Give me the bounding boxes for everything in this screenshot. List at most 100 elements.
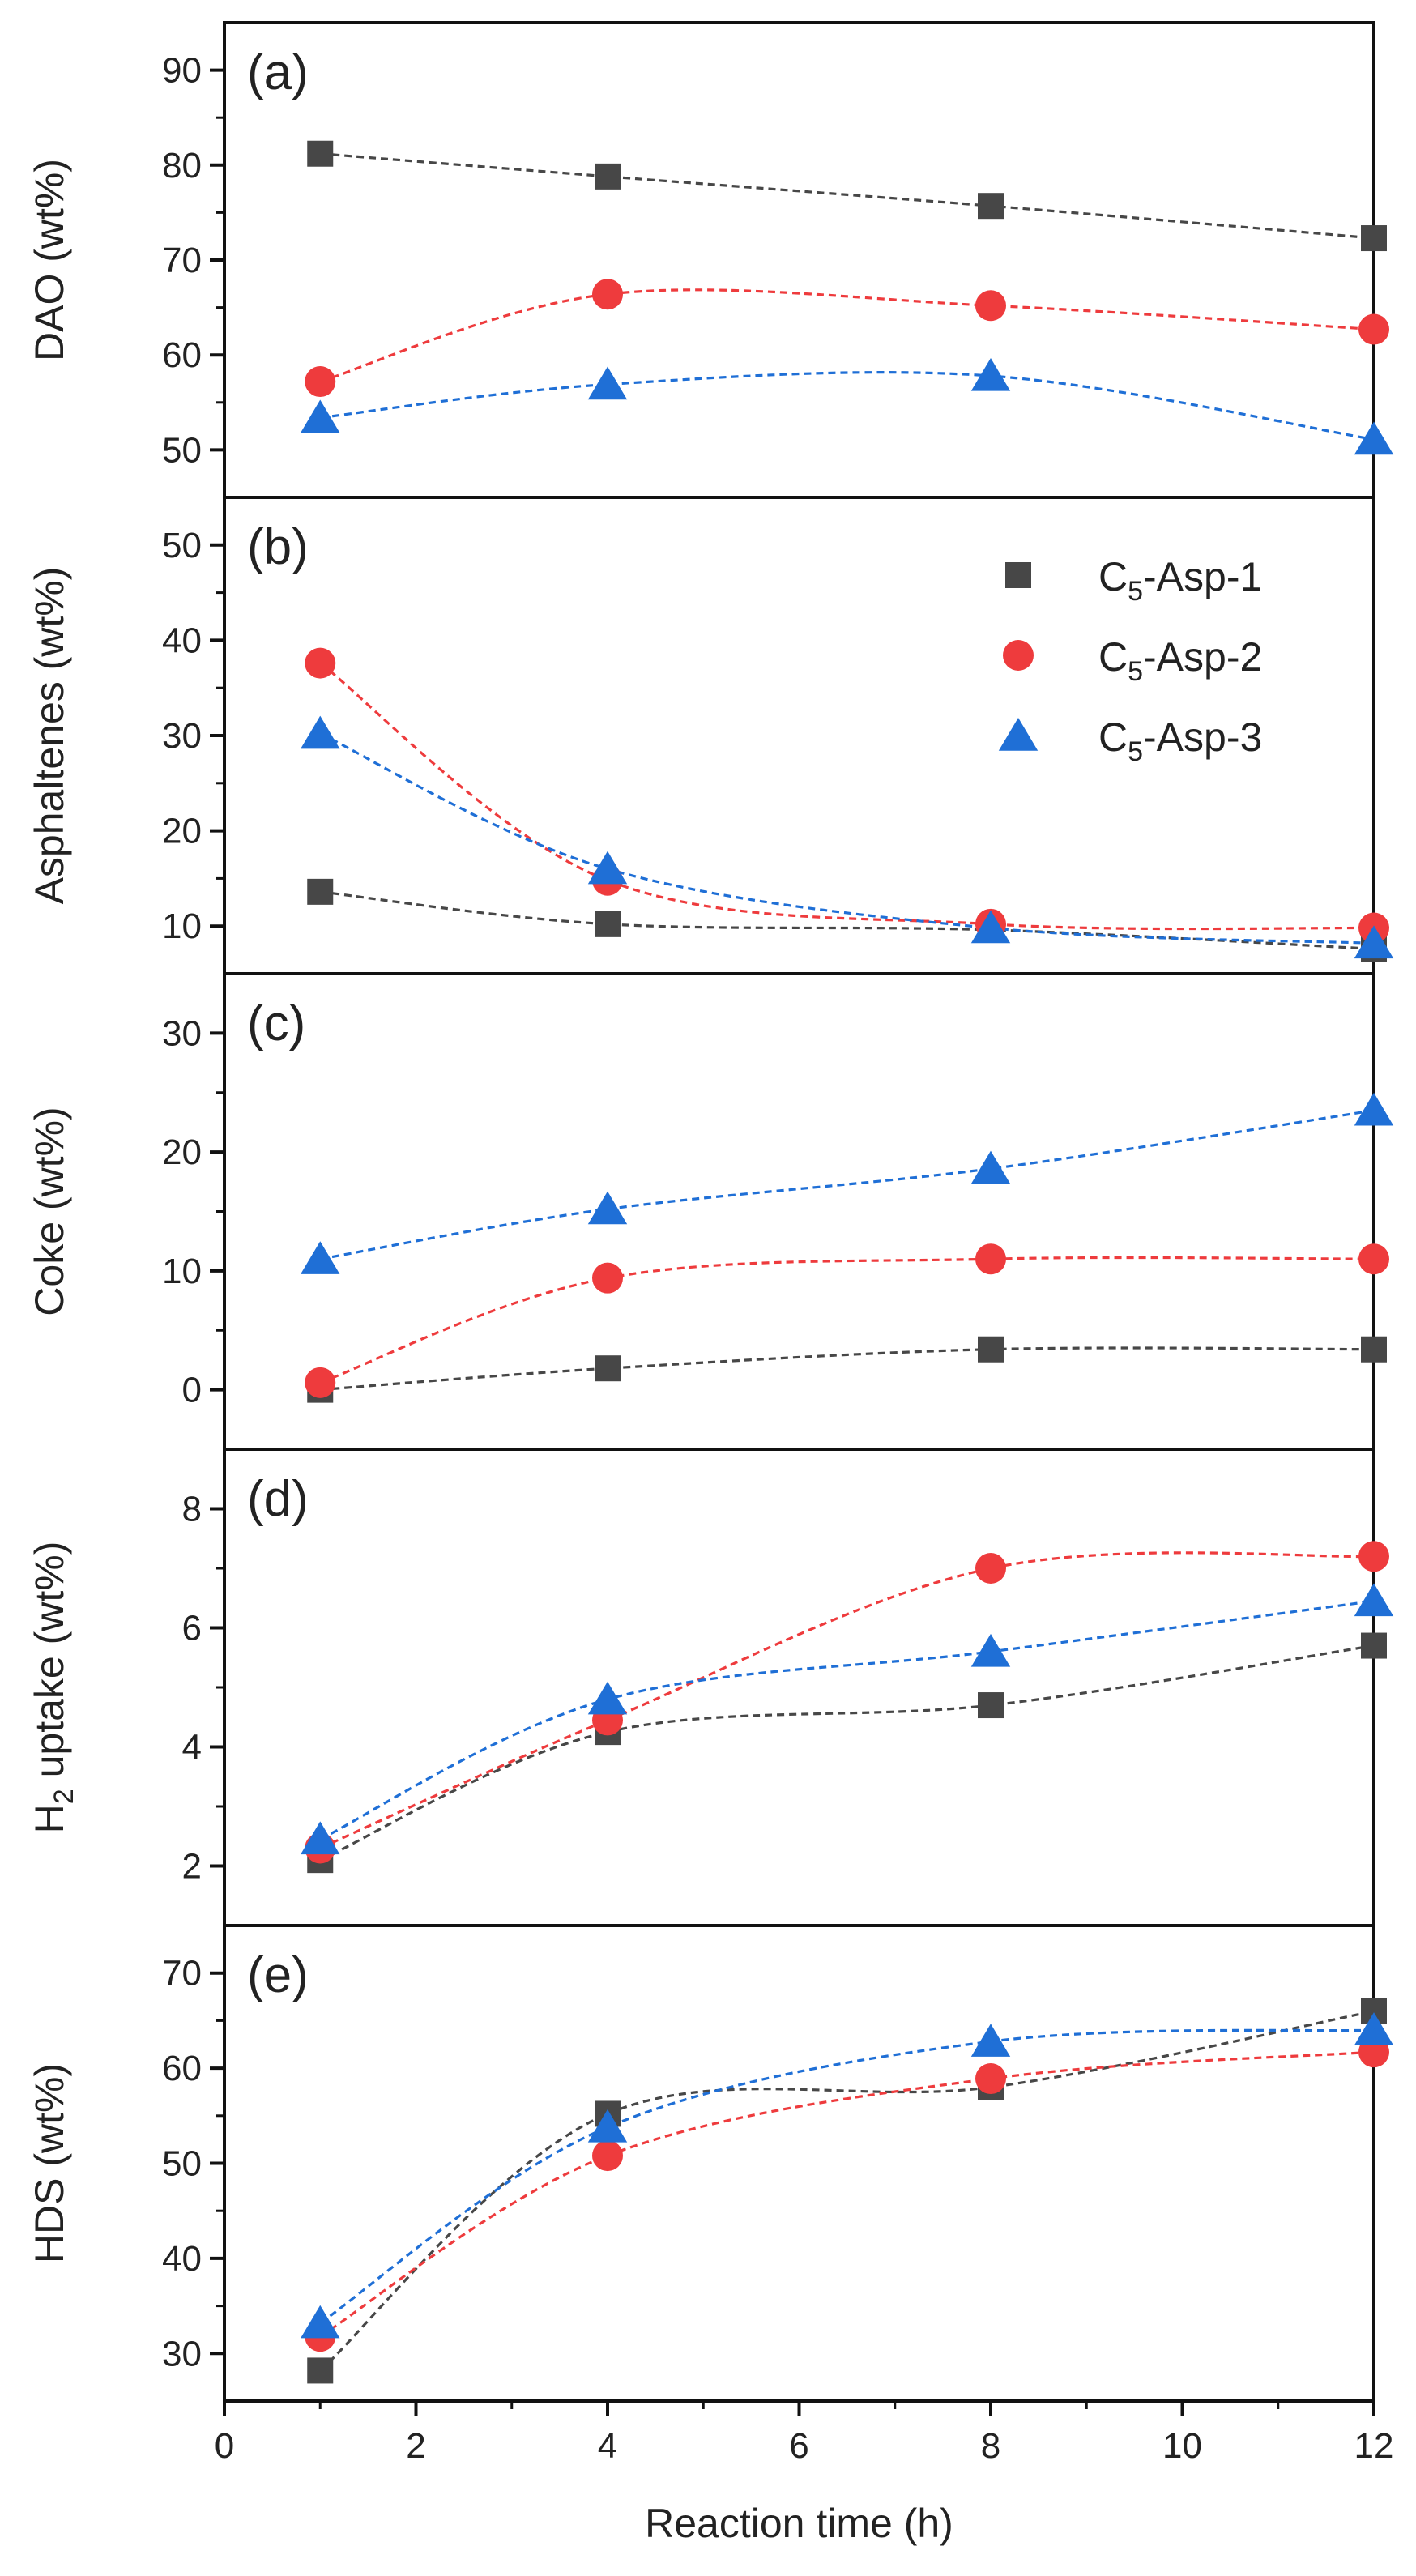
legend-item-C5-Asp-2: C5-Asp-2 — [1003, 634, 1262, 687]
panel-c-point-C5-Asp-3 — [970, 1150, 1011, 1184]
panel-c-fit-C5-Asp-3 — [320, 1109, 1375, 1260]
panel-d-point-C5-Asp-3 — [301, 1821, 340, 1855]
panel-c-point-C5-Asp-2 — [305, 1367, 336, 1398]
panel-a-point-C5-Asp-1 — [978, 193, 1004, 220]
panel-e-label: (e) — [247, 1947, 309, 2003]
panel-a-point-C5-Asp-2 — [1358, 313, 1389, 345]
panel-a-point-C5-Asp-2 — [975, 290, 1006, 322]
y-tick-label: 80 — [162, 146, 202, 186]
panel-b-fit-C5-Asp-1 — [320, 890, 1375, 950]
panel-b-fit-C5-Asp-2 — [319, 662, 1375, 931]
panel-e-fit-C5-Asp-3 — [319, 2028, 1375, 2325]
legend-label-C5-Asp-3: C5-Asp-3 — [1098, 714, 1262, 767]
panel-d-point-C5-Asp-3 — [970, 1633, 1011, 1667]
legend-marker-C5-Asp-3 — [998, 718, 1039, 751]
panel-e-point-C5-Asp-2 — [592, 2140, 623, 2172]
panel-b-point-C5-Asp-1 — [307, 878, 334, 905]
y-tick-label: 0 — [182, 1371, 202, 1410]
panel-d-label: (d) — [247, 1471, 309, 1527]
y-tick-label: 50 — [162, 430, 202, 470]
panel-a-point-C5-Asp-3 — [587, 366, 628, 400]
panel-b-point-C5-Asp-3 — [1354, 925, 1394, 959]
panel-a-point-C5-Asp-3 — [301, 399, 340, 433]
x-axis: 0 2 4 6 8 10 12 Reaction time (h) — [215, 2401, 1393, 2546]
panel-e-point-C5-Asp-3 — [301, 2305, 340, 2339]
panel-c-ylabel: Coke (wt%) — [27, 1107, 72, 1316]
x-tick-label: 8 — [981, 2426, 1000, 2466]
panel-e-point-C5-Asp-3 — [587, 2109, 628, 2143]
y-tick-label: 6 — [182, 1609, 202, 1648]
panel-d-point-C5-Asp-3 — [1354, 1583, 1394, 1617]
panel-a-point-C5-Asp-2 — [592, 279, 623, 310]
panel-d-point-C5-Asp-2 — [1358, 1541, 1389, 1572]
legend-label-C5-Asp-2: C5-Asp-2 — [1098, 634, 1262, 687]
panel-c-point-C5-Asp-1 — [1361, 1336, 1387, 1363]
panel-a-point-C5-Asp-1 — [307, 140, 334, 167]
panel-b-point-C5-Asp-2 — [305, 647, 336, 679]
panel-e-ylabel: HDS (wt%) — [27, 2063, 72, 2263]
y-tick-label: 30 — [162, 1013, 202, 1053]
panel-d-fit-C5-Asp-1 — [319, 1644, 1375, 1862]
legend: C5-Asp-1 C5-Asp-2 C5-Asp-3 — [998, 554, 1262, 767]
y-tick-label: 70 — [162, 241, 202, 280]
x-tick-label: 2 — [406, 2426, 425, 2466]
y-tick-label: 10 — [162, 906, 202, 946]
panel-c-point-C5-Asp-3 — [587, 1191, 628, 1225]
x-tick-label: 10 — [1162, 2426, 1202, 2466]
panel-c-fit-C5-Asp-2 — [319, 1256, 1375, 1384]
panel-b-label: (b) — [247, 519, 309, 575]
x-tick-label: 4 — [598, 2426, 617, 2466]
panel-e-point-C5-Asp-1 — [307, 2357, 334, 2384]
panel-c-point-C5-Asp-1 — [978, 1336, 1004, 1363]
panel-e-fit-C5-Asp-2 — [319, 2050, 1375, 2338]
panel-d-point-C5-Asp-1 — [978, 1692, 1004, 1719]
y-tick-label: 20 — [162, 812, 202, 851]
y-tick-label: 10 — [162, 1252, 202, 1291]
panel-a-point-C5-Asp-1 — [1361, 225, 1387, 252]
panel-c-point-C5-Asp-2 — [975, 1243, 1006, 1275]
legend-item-C5-Asp-3: C5-Asp-3 — [998, 714, 1262, 767]
legend-label-C5-Asp-1: C5-Asp-1 — [1098, 554, 1262, 607]
y-tick-label: 30 — [162, 2334, 202, 2373]
panel-b-point-C5-Asp-1 — [595, 911, 621, 937]
panel-b: 10 20 30 40 50 Asphaltenes (wt%) (b) — [27, 496, 1394, 975]
panel-c-point-C5-Asp-3 — [301, 1241, 340, 1274]
panel-c-point-C5-Asp-3 — [1354, 1092, 1394, 1126]
panel-d-ylabel: H2 uptake (wt%) — [27, 1542, 79, 1834]
y-tick-label: 4 — [182, 1728, 202, 1768]
panel-b-point-C5-Asp-3 — [587, 851, 628, 885]
x-axis-label: Reaction time (h) — [645, 2501, 953, 2546]
panel-d-fit-C5-Asp-3 — [319, 1599, 1375, 1840]
panel-d-point-C5-Asp-2 — [975, 1553, 1006, 1584]
panel-e-point-C5-Asp-3 — [1354, 2012, 1394, 2045]
panel-a-fit-C5-Asp-2 — [319, 288, 1375, 383]
panel-a-point-C5-Asp-2 — [305, 366, 336, 398]
panel-c: 0 10 20 30 Coke (wt%) (c) — [27, 972, 1394, 1451]
panel-e-point-C5-Asp-3 — [970, 2024, 1011, 2057]
panel-b-ylabel: Asphaltenes (wt%) — [27, 567, 72, 905]
panel-e: 30 40 50 60 70 HDS (wt%) (e) — [27, 1924, 1394, 2403]
panel-a-ylabel: DAO (wt%) — [27, 159, 72, 361]
y-tick-label: 20 — [162, 1132, 202, 1172]
panel-c-fit-C5-Asp-1 — [320, 1346, 1375, 1392]
y-tick-label: 2 — [182, 1847, 202, 1887]
panel-c-point-C5-Asp-1 — [595, 1355, 621, 1382]
panel-b-point-C5-Asp-3 — [970, 910, 1011, 944]
panel-d-fit-C5-Asp-2 — [319, 1551, 1375, 1849]
y-tick-label: 30 — [162, 716, 202, 756]
legend-marker-C5-Asp-1 — [1005, 562, 1031, 588]
x-tick-label: 0 — [215, 2426, 234, 2466]
y-tick-label: 50 — [162, 526, 202, 565]
panel-b-fit-C5-Asp-3 — [319, 732, 1375, 945]
legend-item-C5-Asp-1: C5-Asp-1 — [1005, 554, 1262, 607]
panel-e-point-C5-Asp-2 — [975, 2063, 1006, 2095]
panel-a: 50 60 70 80 90 DAO (wt%) (a) — [27, 21, 1394, 499]
y-tick-label: 60 — [162, 2049, 202, 2088]
panel-c-point-C5-Asp-2 — [1358, 1243, 1389, 1275]
y-tick-label: 40 — [162, 2239, 202, 2279]
y-tick-label: 8 — [182, 1490, 202, 1529]
y-tick-label: 40 — [162, 621, 202, 660]
